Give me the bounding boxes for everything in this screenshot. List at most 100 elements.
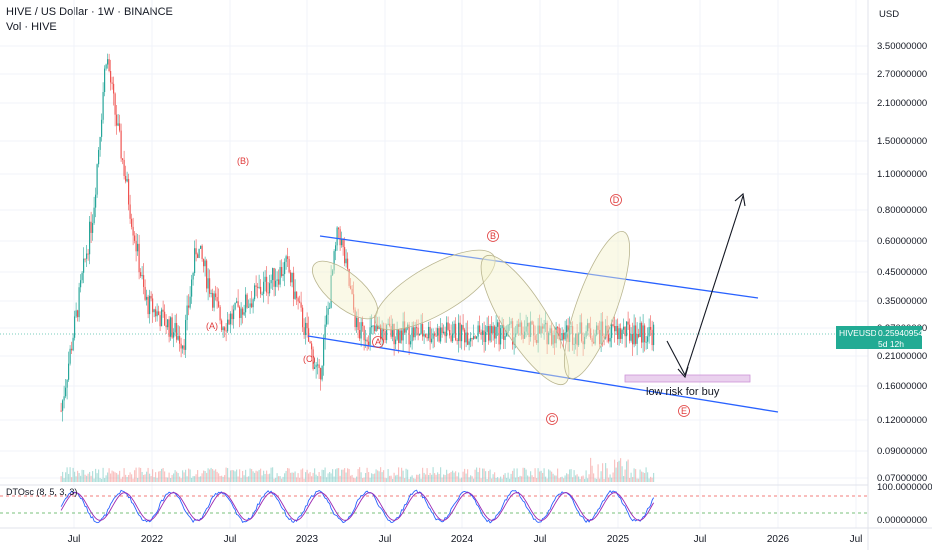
wave-ellipse-d[interactable]: [552, 225, 643, 385]
candle-body: [245, 294, 247, 313]
candle-body: [374, 325, 376, 332]
volume-bar: [302, 468, 304, 482]
candle-body: [111, 82, 113, 84]
volume-bar: [218, 473, 220, 482]
candle-body: [329, 307, 331, 309]
candle-body: [459, 322, 461, 342]
low-risk-note[interactable]: low risk for buy: [646, 386, 720, 398]
candle-body: [437, 328, 439, 336]
candle-body: [291, 272, 293, 283]
candle-body: [527, 322, 529, 327]
volume-bar: [197, 470, 199, 482]
wave-label-b-major: (B): [237, 156, 249, 166]
volume-bar: [86, 475, 88, 482]
wave-ellipse-c[interactable]: [467, 245, 584, 396]
volume-bar: [626, 461, 628, 482]
volume-bar: [260, 468, 262, 482]
time-tick-label: Jul: [224, 534, 237, 545]
time-axis[interactable]: Jul 2022 Jul 2023 Jul 2024 Jul 2025 Jul 2026 Jul: [0, 527, 932, 545]
volume-bar: [362, 478, 364, 482]
candle-body: [239, 306, 241, 318]
volume-bar: [110, 473, 112, 482]
volume-bar: [477, 472, 479, 482]
candle-body: [581, 322, 583, 342]
candle-body: [569, 326, 571, 342]
osc-k-line: [60, 489, 654, 524]
volume-bar: [114, 472, 116, 482]
price-axis[interactable]: 3.50000000 2.70000000 2.10000000 1.50000000…: [867, 0, 932, 550]
volume-bar: [92, 471, 94, 482]
candle-body: [515, 333, 517, 338]
currency-label[interactable]: USD: [879, 9, 899, 20]
volume-bar: [453, 472, 455, 482]
channel-upper-line[interactable]: [319, 235, 759, 299]
current-price-tag[interactable]: HIVEUSD 0.25940954 5d 12h: [836, 326, 923, 349]
candle-body: [96, 164, 98, 195]
candle-body: [159, 315, 161, 327]
candle-body: [582, 341, 584, 345]
volume-bar: [183, 472, 185, 482]
candle-body: [162, 309, 164, 312]
volume-bar: [168, 472, 170, 482]
volume-bar: [75, 476, 77, 482]
oscillator-legend[interactable]: DTOsc (8, 5, 3, 3): [6, 487, 77, 497]
volume-bar: [428, 475, 430, 482]
volume-bar: [395, 475, 397, 482]
buy-zone[interactable]: [624, 374, 751, 383]
chart-header: HIVE / US Dollar · 1W · BINANCE Vol · HI…: [6, 5, 173, 35]
volume-bar: [387, 469, 389, 482]
candle-body: [381, 329, 383, 340]
volume-bar: [432, 467, 434, 482]
time-tick-label: Jul: [68, 534, 81, 545]
symbol-title[interactable]: HIVE / US Dollar · 1W · BINANCE: [6, 6, 173, 18]
volume-bar: [119, 470, 121, 482]
volume-bar: [404, 478, 406, 482]
candle-body: [327, 308, 329, 315]
volume-bar: [294, 471, 296, 482]
volume-bar: [594, 478, 596, 482]
projection-down-line[interactable]: [666, 340, 686, 376]
channel-lower-line[interactable]: [307, 335, 779, 413]
volume-bar: [275, 477, 277, 482]
volume-bar: [576, 474, 578, 482]
candle-body: [83, 258, 85, 273]
candle-body: [200, 245, 202, 249]
candle-body: [114, 93, 116, 115]
oscillator-pane[interactable]: [0, 489, 868, 524]
volume-bar: [255, 470, 257, 482]
volume-bar: [542, 472, 544, 482]
projection-up-line[interactable]: [684, 195, 744, 376]
volume-bar: [246, 476, 248, 482]
price-tick-label: 1.50000000: [877, 136, 927, 147]
candle-body: [423, 334, 425, 337]
volume-bar: [233, 470, 235, 482]
candle-body: [594, 334, 596, 344]
volume-bar: [558, 478, 560, 482]
volume-bar: [624, 469, 626, 482]
candle-body: [486, 326, 488, 332]
candle-body: [398, 329, 400, 343]
candle-body: [648, 327, 650, 337]
volume-bar: [462, 471, 464, 482]
volume-bar: [287, 468, 289, 482]
volume-bar: [324, 467, 326, 482]
wave-ellipse-a[interactable]: [303, 251, 386, 328]
candle-body: [566, 325, 568, 333]
candle-body: [218, 301, 220, 307]
volume-bar: [591, 465, 593, 482]
volume-legend[interactable]: Vol · HIVE: [6, 21, 57, 33]
candle-body: [465, 332, 467, 343]
volume-bar: [239, 469, 241, 482]
candle-body: [375, 325, 377, 332]
volume-bar: [288, 468, 290, 482]
volume-bar: [312, 472, 314, 482]
volume-bar: [423, 472, 425, 482]
volume-bar: [639, 469, 641, 482]
volume-bar: [434, 473, 436, 482]
candle-body: [399, 330, 401, 343]
volume-bar: [464, 468, 466, 482]
candle-body: [642, 325, 644, 343]
volume-bar: [248, 476, 250, 482]
candle-body: [461, 325, 463, 342]
